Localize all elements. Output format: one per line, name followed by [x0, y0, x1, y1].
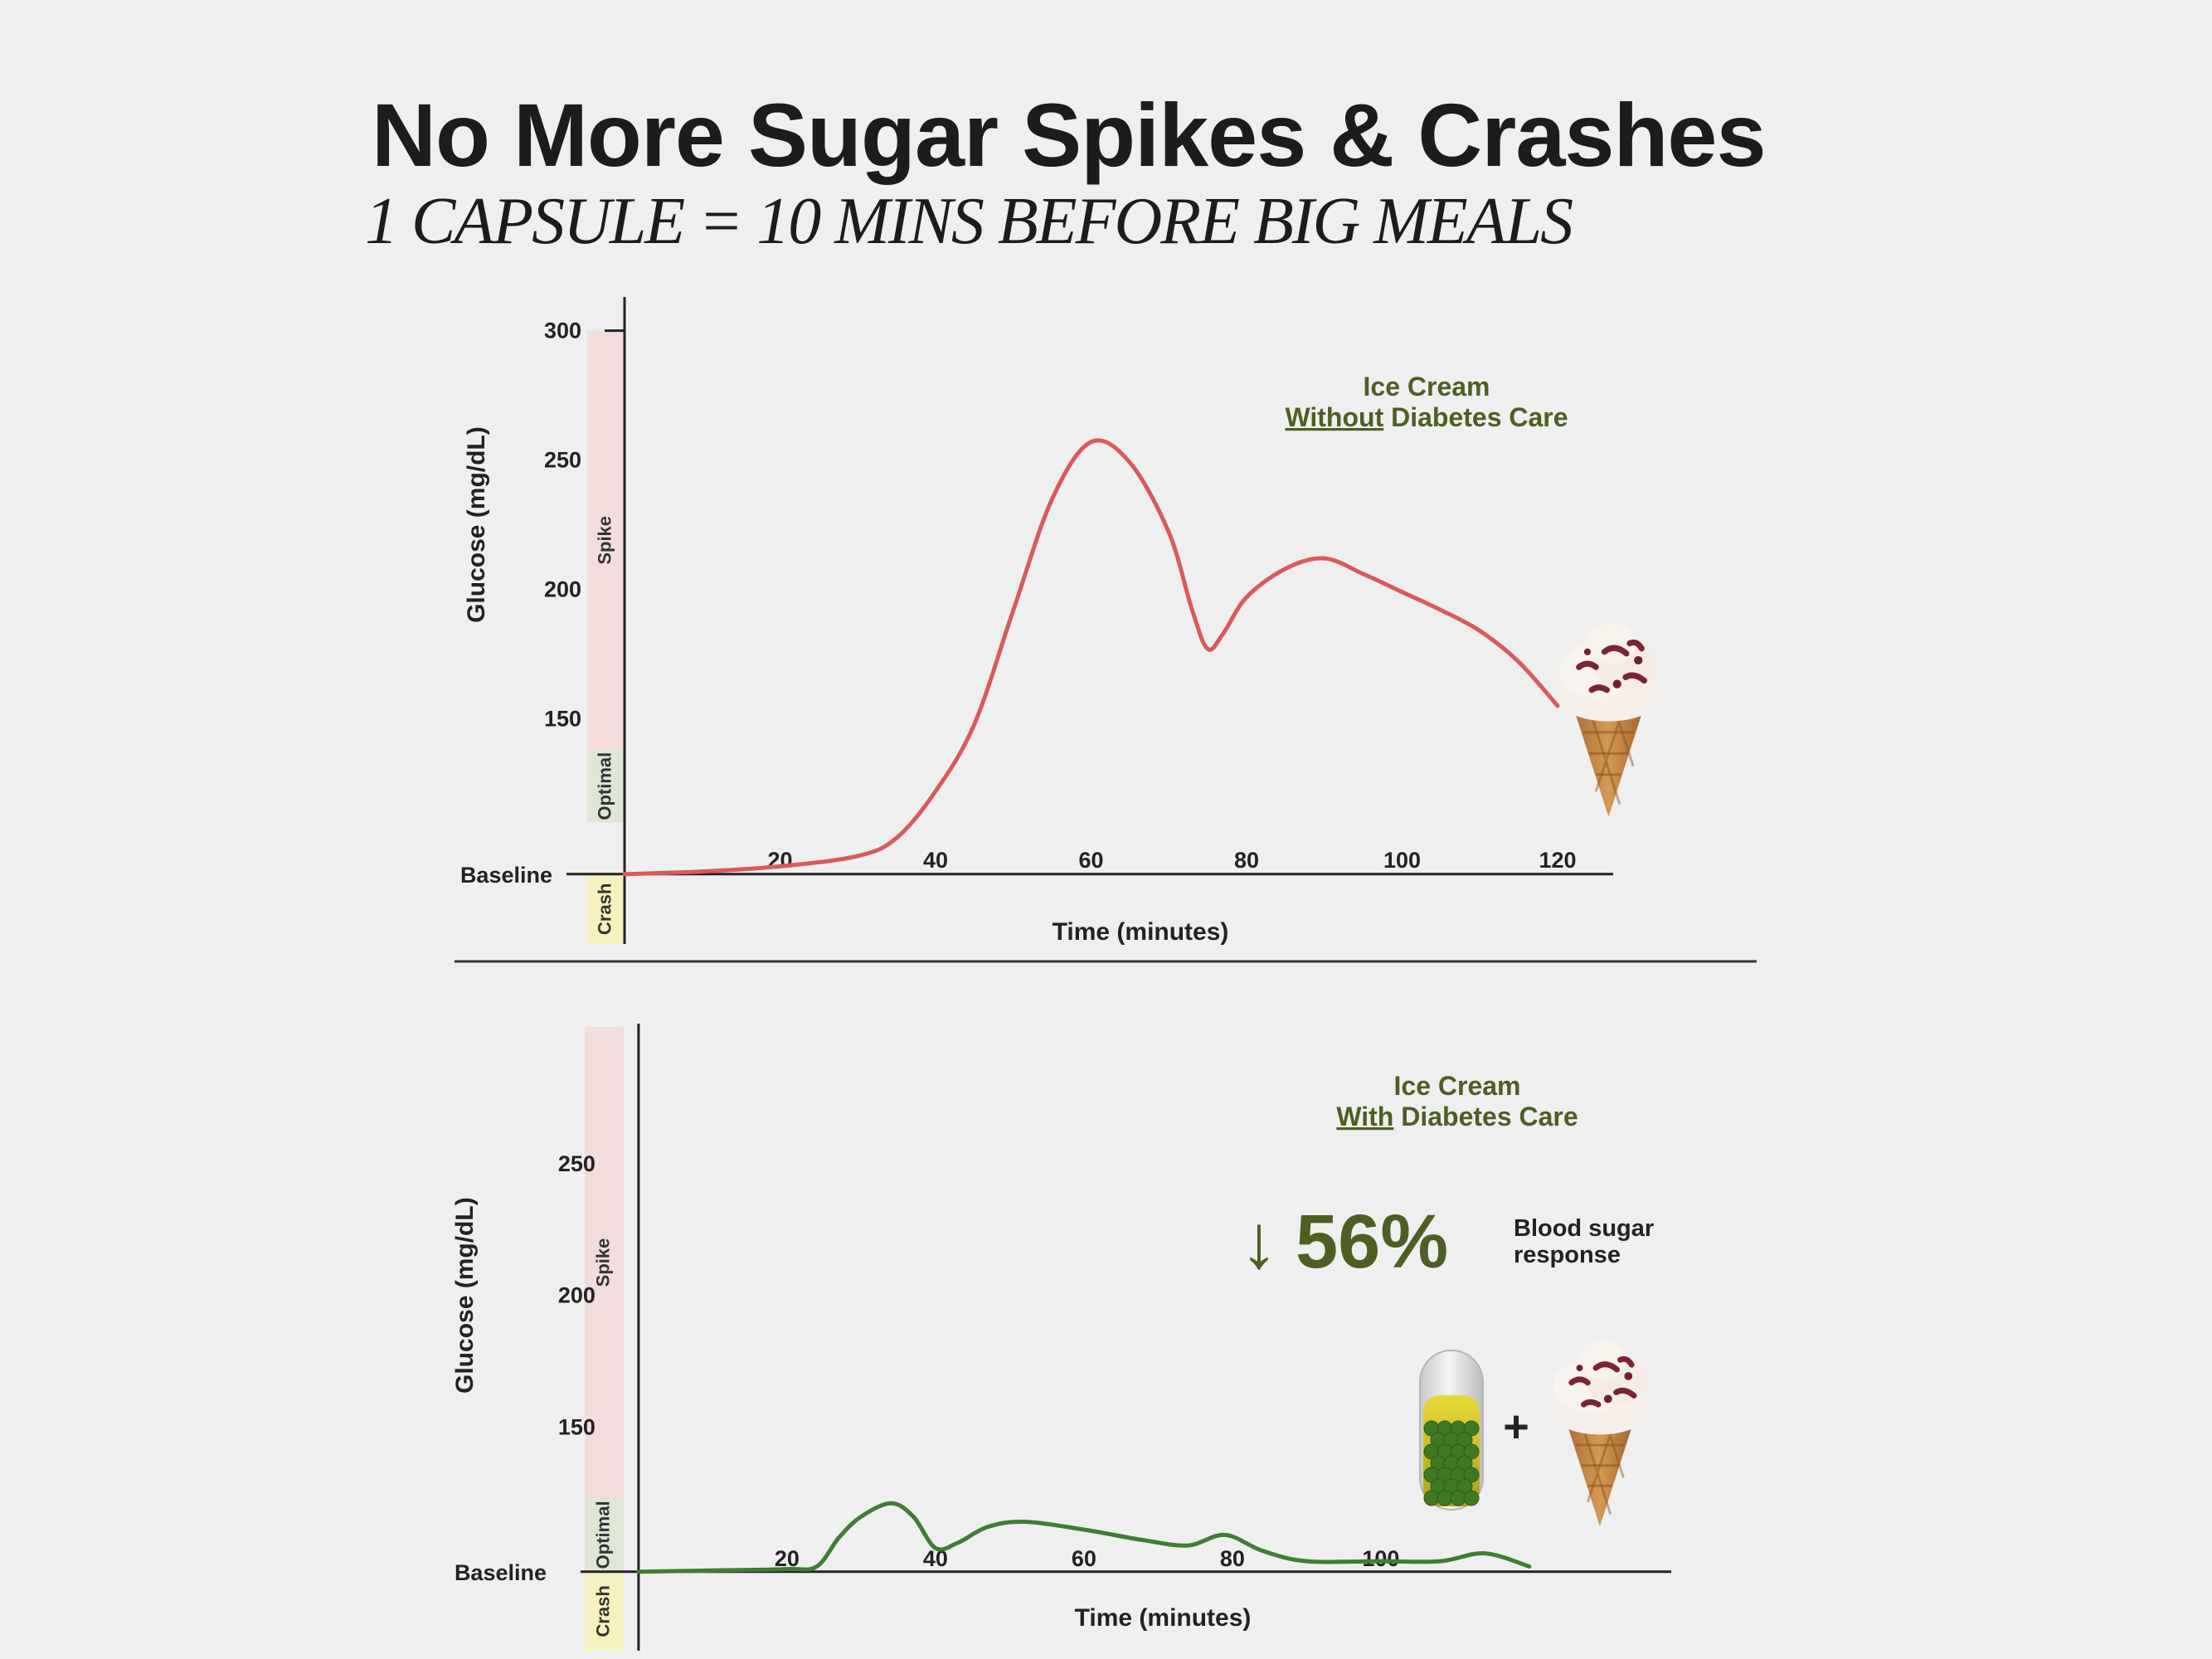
x-tick-label: 60 — [1072, 1546, 1096, 1571]
series-line-without — [622, 438, 1560, 877]
x-tick-label: 60 — [1078, 848, 1103, 873]
zone-spike — [587, 330, 625, 751]
x-tick-label: 20 — [775, 1546, 800, 1571]
baseline-label: Baseline — [460, 863, 552, 888]
callout-line1: Blood sugar — [1514, 1215, 1654, 1242]
y-tick-label: 150 — [544, 707, 581, 732]
y-tick-label: 150 — [558, 1414, 596, 1439]
legend-emphasis: With — [1336, 1102, 1393, 1131]
x-ticks: 20 40 60 80 100 120 — [767, 848, 1576, 873]
x-tick-label: 80 — [1234, 848, 1259, 873]
legend-with: Ice Cream With Diabetes Care — [1336, 1071, 1578, 1131]
zone-crash — [585, 1571, 624, 1651]
reduction-callout: ↓ 56% Blood sugar response — [1240, 1199, 1654, 1284]
y-axis-label: Glucose (mg/dL) — [463, 426, 490, 623]
y-tick-label: 200 — [558, 1283, 596, 1308]
capsule-icon — [1419, 1350, 1484, 1511]
ice-cream-cone-icon — [1549, 1340, 1650, 1526]
y-tick-label: 250 — [558, 1151, 596, 1176]
series-line-with — [636, 1501, 1532, 1574]
y-tick-label: 300 — [544, 319, 581, 343]
zone-bands — [587, 330, 625, 944]
zone-labels: Spike Optimal Crash — [594, 516, 615, 935]
zone-label-crash: Crash — [592, 1585, 613, 1637]
x-tick-label: 120 — [1539, 848, 1576, 873]
capsule-bead — [1437, 1490, 1453, 1506]
legend-line2: Without Diabetes Care — [1285, 402, 1568, 432]
y-ticks: 150 200 250 300 — [544, 319, 625, 732]
zone-label-spike: Spike — [592, 1238, 613, 1287]
baseline-label: Baseline — [455, 1560, 547, 1585]
x-tick-label: 100 — [1362, 1546, 1399, 1571]
zone-label-optimal: Optimal — [592, 1501, 613, 1569]
legend-rest: Diabetes Care — [1383, 402, 1568, 432]
legend-emphasis: Without — [1285, 402, 1383, 432]
legend-line1: Ice Cream — [1364, 372, 1490, 401]
plus-icon: + — [1503, 1402, 1529, 1452]
page-title: No More Sugar Spikes & Crashes — [372, 85, 1767, 185]
y-tick-label: 200 — [544, 577, 581, 602]
legend-line1: Ice Cream — [1394, 1071, 1521, 1101]
ice-cream-cone-icon — [1556, 623, 1661, 817]
x-tick-label: 100 — [1383, 848, 1421, 873]
capsule-bead — [1423, 1490, 1440, 1506]
capsule-bead — [1450, 1490, 1466, 1506]
zone-optimal — [585, 1497, 624, 1572]
x-axis-label: Time (minutes) — [1053, 918, 1229, 946]
x-axis-label: Time (minutes) — [1075, 1604, 1252, 1632]
page-subtitle: 1 CAPSULE = 10 MINS BEFORE BIG MEALS — [365, 185, 1573, 258]
reduction-percent: 56% — [1296, 1199, 1448, 1284]
zone-crash — [587, 873, 625, 944]
zone-label-spike: Spike — [594, 516, 615, 565]
zone-labels: Spike Optimal Crash — [592, 1238, 613, 1637]
zone-optimal — [587, 750, 625, 823]
x-tick-label: 40 — [923, 848, 948, 873]
zone-spike — [585, 1027, 624, 1498]
legend-rest: Diabetes Care — [1393, 1102, 1578, 1131]
x-tick-label: 80 — [1220, 1546, 1245, 1571]
y-axis-label: Glucose (mg/dL) — [451, 1197, 479, 1394]
zone-label-optimal: Optimal — [594, 752, 615, 820]
down-arrow-icon: ↓ — [1240, 1199, 1278, 1284]
zone-bands — [585, 1027, 624, 1651]
y-ticks: 150 200 250 — [558, 1151, 596, 1439]
legend-line2: With Diabetes Care — [1336, 1102, 1578, 1131]
callout-line2: response — [1514, 1242, 1621, 1268]
legend-without: Ice Cream Without Diabetes Care — [1285, 372, 1568, 432]
capsule-bead — [1463, 1490, 1480, 1506]
x-ticks: 20 40 60 80 100 — [775, 1546, 1400, 1571]
y-tick-label: 250 — [544, 448, 581, 473]
zone-label-crash: Crash — [594, 883, 615, 935]
